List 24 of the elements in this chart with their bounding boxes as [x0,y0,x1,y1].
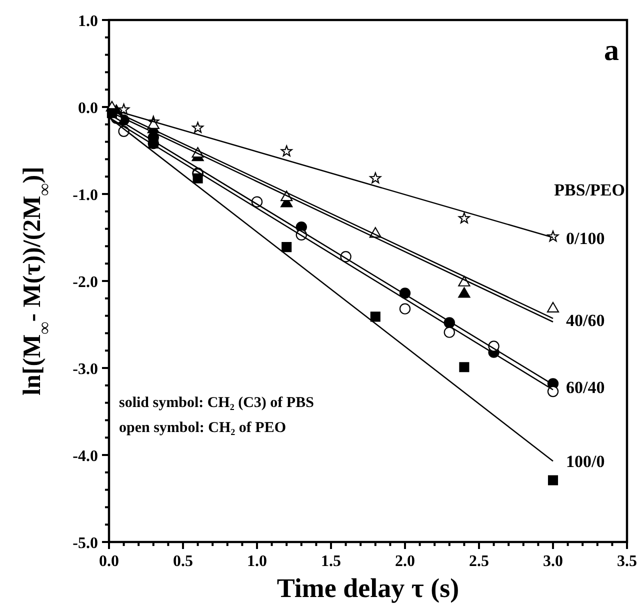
x-tick-label: 3.5 [617,553,637,570]
y-tick-label: -2.0 [72,274,98,291]
y-tick-label: -4.0 [72,448,98,465]
annotation: PBS/PEO [554,180,625,200]
annotation: 0/100 [566,229,605,248]
annotation: a [604,34,619,67]
annotation: 40/60 [566,311,605,330]
y-tick-label: -5.0 [72,535,98,552]
x-axis-title: Time delay τ (s) [276,573,460,603]
y-tick-label: 1.0 [78,13,98,30]
x-tick-label: 3.0 [543,553,563,570]
x-tick-label: 2.0 [395,553,415,570]
y-tick-label: -1.0 [72,187,98,204]
annotation: 100/0 [566,452,605,471]
x-tick-label: 1.0 [247,553,267,570]
x-tick-label: 1.5 [321,553,341,570]
y-tick-label: 0.0 [78,100,98,117]
y-tick-label: -3.0 [72,361,98,378]
annotation: open symbol: CH₂ of PEO [119,420,286,436]
x-tick-label: 0.0 [99,553,119,570]
x-tick-label: 0.5 [173,553,193,570]
annotation: 60/40 [566,378,605,397]
x-tick-label: 2.5 [469,553,489,570]
annotation: solid symbol: CH₂ (C3) of PBS [119,395,314,411]
